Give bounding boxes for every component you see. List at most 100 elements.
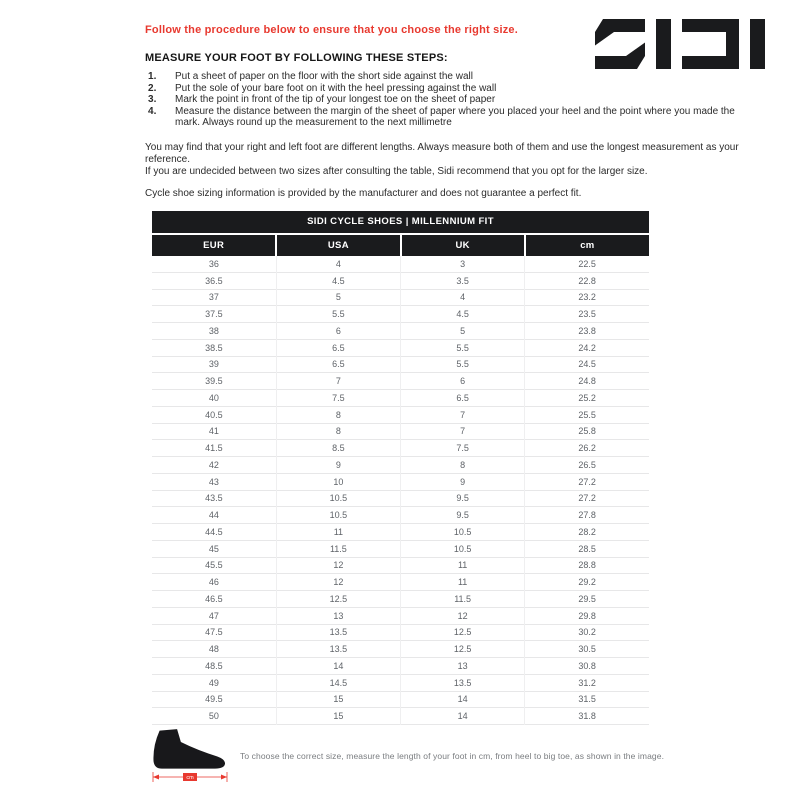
- table-cell: 10.5: [399, 539, 525, 557]
- table-cell: 48.5: [152, 657, 277, 675]
- table-cell: 13.5: [275, 623, 401, 641]
- table-row: 42 9 8 26.5: [152, 456, 649, 474]
- table-row: 48 13.5 12.5 30.5: [152, 640, 649, 658]
- notes-block: You may find that your right and left fo…: [145, 142, 767, 178]
- step-item: Mark the point in front of the tip of yo…: [148, 94, 496, 105]
- table-cell: 30.5: [524, 640, 649, 658]
- note-measure-both: You may find that your right and left fo…: [145, 141, 739, 165]
- table-cell: 4: [275, 255, 401, 273]
- table-cell: 31.5: [524, 690, 649, 708]
- table-row: 43 10 9 27.2: [152, 472, 649, 490]
- table-row: 44 10.5 9.5 27.8: [152, 506, 649, 524]
- table-title: SIDI CYCLE SHOES | MILLENNIUM FIT: [152, 210, 649, 233]
- table-cell: 37: [152, 288, 277, 306]
- table-cell: 22.8: [524, 271, 649, 289]
- table-row: 49.5 15 14 31.5: [152, 690, 649, 708]
- table-cell: 15: [275, 690, 401, 708]
- table-cell: 36: [152, 255, 277, 273]
- table-cell: 11.5: [275, 539, 401, 557]
- foot-icon: [153, 729, 226, 769]
- table-cell: 47.5: [152, 623, 277, 641]
- table-cell: 3: [399, 255, 525, 273]
- table-cell: 14: [399, 707, 525, 725]
- table-row: 41 8 7 25.8: [152, 422, 649, 440]
- table-cell: 5: [399, 322, 525, 340]
- table-cell: 45: [152, 539, 277, 557]
- table-cell: 10: [275, 472, 401, 490]
- table-cell: 7: [399, 405, 525, 423]
- table-row: 49 14.5 13.5 31.2: [152, 673, 649, 691]
- table-cell: 6: [399, 372, 525, 390]
- table-cell: 6: [275, 322, 401, 340]
- table-cell: 40.5: [152, 405, 277, 423]
- table-cell: 14: [275, 657, 401, 675]
- table-cell: 28.2: [524, 523, 649, 541]
- table-row: 39.5 7 6 24.8: [152, 372, 649, 390]
- table-row: 36 4 3 22.5: [152, 255, 649, 273]
- sidi-logo: [595, 19, 765, 69]
- table-cell: 26.2: [524, 439, 649, 457]
- table-cell: 12: [275, 556, 401, 574]
- table-header: EUR USA UK cm: [152, 234, 649, 256]
- table-cell: 4.5: [275, 271, 401, 289]
- cm-arrow-label: cm: [186, 775, 194, 781]
- table-cell: 13: [275, 606, 401, 624]
- table-cell: 9: [275, 456, 401, 474]
- table-cell: 31.8: [524, 707, 649, 725]
- table-cell: 27.8: [524, 506, 649, 524]
- steps-list: Put a sheet of paper on the floor with t…: [145, 71, 745, 129]
- table-cell: 14.5: [275, 673, 401, 691]
- table-cell: 45.5: [152, 556, 277, 574]
- table-cell: 12.5: [399, 640, 525, 658]
- table-cell: 14: [399, 690, 525, 708]
- table-cell: 11: [399, 556, 525, 574]
- table-cell: 12.5: [275, 590, 401, 608]
- intro-red-heading: Follow the procedure below to ensure tha…: [145, 24, 518, 36]
- table-cell: 39.5: [152, 372, 277, 390]
- measurement-caption: To choose the correct size, measure the …: [240, 751, 665, 761]
- table-cell: 6.5: [275, 338, 401, 356]
- table-cell: 43: [152, 472, 277, 490]
- table-cell: 25.5: [524, 405, 649, 423]
- disclaimer-text: Cycle shoe sizing information is provide…: [145, 187, 582, 199]
- table-row: 45 11.5 10.5 28.5: [152, 539, 649, 557]
- table-cell: 8: [275, 422, 401, 440]
- measurement-footer: cm To choose the correct size, measure t…: [152, 729, 767, 783]
- column-header-usa: USA: [275, 234, 401, 256]
- table-cell: 8: [275, 405, 401, 423]
- size-table: SIDI CYCLE SHOES | MILLENNIUM FIT EUR US…: [152, 210, 649, 725]
- column-header-uk: UK: [399, 234, 525, 256]
- table-cell: 27.2: [524, 489, 649, 507]
- table-row: 39 6.5 5.5 24.5: [152, 355, 649, 373]
- table-cell: 27.2: [524, 472, 649, 490]
- table-cell: 25.2: [524, 389, 649, 407]
- table-cell: 23.2: [524, 288, 649, 306]
- step-item: Put the sole of your bare foot on it wit…: [148, 82, 497, 94]
- table-cell: 7: [275, 372, 401, 390]
- table-cell: 37.5: [152, 305, 277, 323]
- table-row: 46 12 11 29.2: [152, 573, 649, 591]
- table-cell: 15: [275, 707, 401, 725]
- table-cell: 10.5: [275, 506, 401, 524]
- table-cell: 40: [152, 389, 277, 407]
- table-cell: 11.5: [399, 590, 525, 608]
- table-cell: 10.5: [275, 489, 401, 507]
- cm-arrow-icon: cm: [152, 772, 228, 782]
- foot-measure-graphic: cm: [152, 729, 228, 783]
- table-cell: 5.5: [399, 355, 525, 373]
- table-cell: 6.5: [399, 389, 525, 407]
- table-cell: 41.5: [152, 439, 277, 457]
- size-table-body: 36 4 3 22.5 36.5 4.5 3.5 22.8 37 5 4 23.2 37.5 5.5 4.5…: [152, 255, 649, 725]
- table-cell: 44.5: [152, 523, 277, 541]
- step-item: Put a sheet of paper on the floor with t…: [148, 71, 473, 82]
- table-cell: 23.5: [524, 305, 649, 323]
- table-cell: 24.2: [524, 338, 649, 356]
- table-cell: 26.5: [524, 456, 649, 474]
- table-cell: 41: [152, 422, 277, 440]
- table-row: 37.5 5.5 4.5 23.5: [152, 305, 649, 323]
- table-cell: 5.5: [399, 338, 525, 356]
- table-cell: 30.2: [524, 623, 649, 641]
- table-cell: 29.2: [524, 573, 649, 591]
- table-cell: 43.5: [152, 489, 277, 507]
- table-cell: 9: [399, 472, 525, 490]
